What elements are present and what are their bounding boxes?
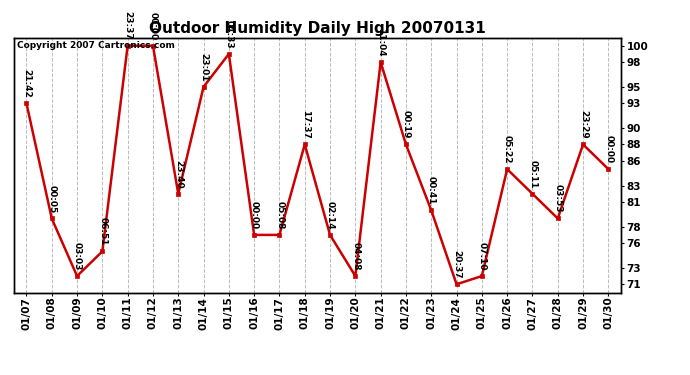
Text: 20:37: 20:37 (453, 250, 462, 279)
Text: 05:22: 05:22 (503, 135, 512, 164)
Text: 06:51: 06:51 (98, 217, 107, 246)
Text: 07:10: 07:10 (477, 242, 486, 270)
Text: 02:14: 02:14 (326, 201, 335, 230)
Title: Outdoor Humidity Daily High 20070131: Outdoor Humidity Daily High 20070131 (149, 21, 486, 36)
Text: 00:19: 00:19 (402, 110, 411, 139)
Text: 04:33: 04:33 (225, 20, 234, 48)
Text: 00:41: 00:41 (427, 176, 436, 205)
Text: 04:08: 04:08 (351, 242, 360, 270)
Text: 00:00: 00:00 (250, 201, 259, 229)
Text: 23:01: 23:01 (199, 53, 208, 81)
Text: 05:11: 05:11 (529, 160, 538, 188)
Text: 00:05: 00:05 (48, 184, 57, 213)
Text: 23:40: 23:40 (174, 160, 183, 188)
Text: 00:00: 00:00 (149, 12, 158, 40)
Text: 03:53: 03:53 (553, 184, 562, 213)
Text: 17:37: 17:37 (301, 110, 310, 139)
Text: 23:29: 23:29 (579, 110, 588, 139)
Text: Copyright 2007 Cartronics.com: Copyright 2007 Cartronics.com (17, 41, 175, 50)
Text: 03:03: 03:03 (73, 242, 82, 270)
Text: 21:42: 21:42 (22, 69, 31, 98)
Text: 00:00: 00:00 (604, 135, 613, 164)
Text: 05:08: 05:08 (275, 201, 284, 229)
Text: 11:04: 11:04 (377, 28, 386, 57)
Text: 23:37: 23:37 (124, 11, 132, 40)
